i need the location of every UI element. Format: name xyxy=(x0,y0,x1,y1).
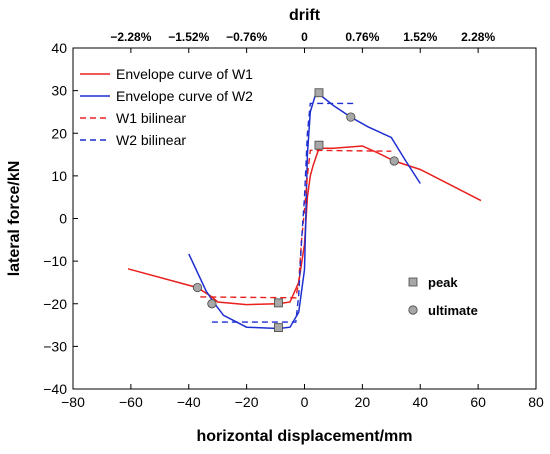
ultimate-marker xyxy=(346,112,356,122)
ultimate-marker xyxy=(207,299,217,309)
x-tick-label: 80 xyxy=(528,394,544,410)
top-tick-label: 1.52% xyxy=(403,30,437,44)
top-axis-label: drift xyxy=(289,7,321,24)
legend-ultimate-swatch xyxy=(408,305,418,315)
x-tick-label: −40 xyxy=(177,394,201,410)
y-tick-label: 10 xyxy=(51,168,67,184)
legend-ultimate-label: ultimate xyxy=(428,303,478,318)
series-line-2 xyxy=(188,91,421,330)
y-tick-label: −30 xyxy=(43,338,67,354)
marker-legend: peak ultimate xyxy=(408,275,478,318)
peak-marker xyxy=(314,140,324,150)
y-tick-label: −10 xyxy=(43,253,67,269)
legend-peak-swatch xyxy=(408,277,418,287)
top-tick-label: 2.28% xyxy=(461,30,495,44)
y-tick-label: 30 xyxy=(51,83,67,99)
ultimate-marker xyxy=(389,156,399,166)
y-tick-label: −20 xyxy=(43,296,67,312)
peak-marker xyxy=(274,298,283,308)
series-layer xyxy=(127,91,482,330)
y-tick-label: 20 xyxy=(51,125,67,141)
y-tick-label: 0 xyxy=(59,211,67,227)
top-tick-label: 0.76% xyxy=(345,30,379,44)
y-tick-label: 40 xyxy=(51,40,67,56)
legend-peak-label: peak xyxy=(428,275,458,290)
x-tick-label: 40 xyxy=(412,394,428,410)
axes-layer: −80 −60 −40 −20 0 20 40 60 80 −40 −30 −20 −10 0 10 20 30… xyxy=(43,30,544,410)
top-tick-label: −1.52% xyxy=(168,30,209,44)
y-axis-label: lateral force/kN xyxy=(6,161,23,277)
series-line-4 xyxy=(211,102,354,323)
peak-marker xyxy=(274,323,283,333)
legend: Envelope curve of W1 Envelope curve of W2… xyxy=(80,66,253,148)
peak-marker xyxy=(314,88,324,98)
series-line-3 xyxy=(200,149,392,299)
series-line-1 xyxy=(127,145,482,306)
y-tick-label: −40 xyxy=(43,381,67,397)
x-tick-label: −60 xyxy=(119,394,143,410)
x-tick-label: −20 xyxy=(235,394,259,410)
x-axis-label: horizontal displacement/mm xyxy=(196,428,412,445)
top-tick-label: −0.76% xyxy=(226,30,267,44)
markers-layer xyxy=(192,88,399,333)
ultimate-marker xyxy=(192,282,203,293)
legend-label-4: W2 bilinear xyxy=(116,132,186,148)
legend-label-2: Envelope curve of W2 xyxy=(116,88,253,104)
top-tick-label: 0 xyxy=(301,30,308,44)
x-tick-label: 0 xyxy=(301,394,309,410)
x-tick-label: 60 xyxy=(470,394,486,410)
x-tick-label: −80 xyxy=(61,394,85,410)
x-tick-label: 20 xyxy=(355,394,371,410)
legend-label-3: W1 bilinear xyxy=(116,110,186,126)
legend-label-1: Envelope curve of W1 xyxy=(116,66,253,82)
top-tick-label: −2.28% xyxy=(110,30,151,44)
